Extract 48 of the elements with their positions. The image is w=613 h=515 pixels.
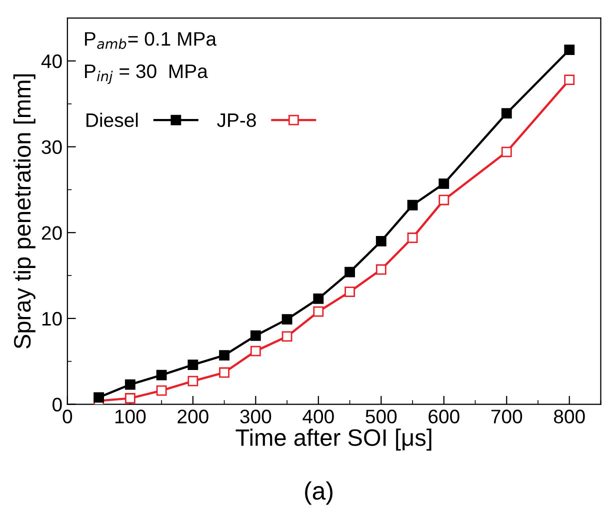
point [124, 393, 136, 404]
x-tick-label: 100 [115, 410, 146, 424]
point [344, 266, 355, 278]
y-tick-label: 20 [42, 226, 62, 240]
y-tick-label: 40 [41, 54, 62, 68]
x-tick-label: 500 [366, 410, 397, 424]
x-tick-label: 800 [554, 410, 585, 424]
x-tick-label: 700 [491, 410, 522, 424]
x-tick-label: 600 [428, 410, 460, 424]
point [501, 146, 512, 158]
point [282, 314, 292, 325]
annotation: P$_{amb}$= 0.1 MPa [85, 32, 217, 49]
point [376, 236, 386, 246]
point [188, 376, 198, 386]
point [564, 44, 575, 55]
point [282, 331, 292, 342]
y-axis-title: Spray tip penetration [mm] [13, 74, 36, 349]
point [250, 330, 261, 341]
point [438, 178, 450, 189]
y-tick-label: 30 [42, 140, 62, 154]
x-tick-label: 400 [302, 410, 334, 424]
point [124, 379, 136, 390]
point [188, 360, 198, 370]
legend-label: Diesel [86, 112, 138, 128]
point [376, 264, 386, 275]
point [407, 232, 418, 243]
y-tick-label: 10 [42, 312, 62, 326]
x-tick-label: 300 [240, 410, 272, 424]
point [219, 367, 230, 378]
x-tick-label: 200 [178, 410, 208, 424]
point [313, 293, 324, 304]
legend-label: JP-8 [217, 113, 256, 128]
x-tick-label: 0 [62, 410, 72, 424]
point [564, 74, 575, 86]
point [407, 200, 418, 210]
point [313, 306, 324, 317]
point [156, 385, 167, 396]
point [438, 194, 450, 206]
point [344, 286, 355, 298]
annotation: P$_{inj}$ = 30 MPa [85, 64, 208, 84]
point [501, 108, 512, 119]
x-axis-title: Time after SOI [μs] [236, 428, 432, 451]
point [250, 346, 261, 356]
point [94, 392, 104, 403]
point [219, 350, 230, 361]
y-tick-label: 0 [52, 398, 62, 412]
text: (a) [305, 481, 332, 505]
point [156, 370, 167, 380]
